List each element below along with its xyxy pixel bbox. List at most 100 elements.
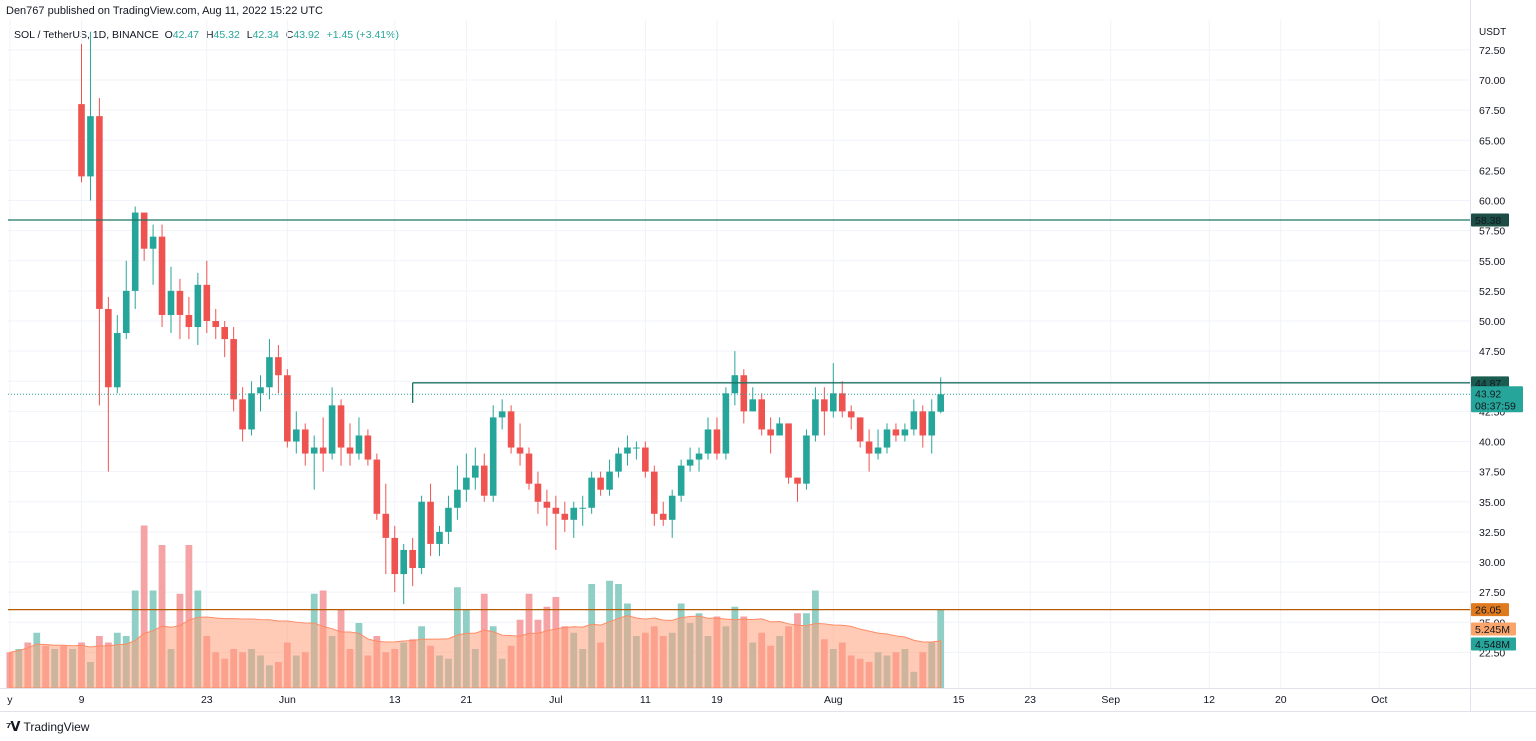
candle-body [480,465,488,496]
candle-body [677,465,685,496]
candle-body [597,477,604,490]
tag-volume-bg [1471,637,1516,651]
candle-body [454,489,461,508]
x-tick-label: 19 [711,694,723,706]
candle-body [167,290,175,315]
y-tick-label: 70.00 [1479,75,1505,87]
candle-body [588,477,595,508]
candle-body [418,501,425,569]
candle-body [722,393,730,454]
tag-26-05-bg [1471,603,1509,617]
close-value: 43.92 [293,29,320,41]
y-tick-label: 62.50 [1479,165,1505,177]
candles [78,31,944,605]
change-value: +1.45 (+3.41%) [326,29,399,41]
candle-body [310,447,318,454]
candle-body [525,453,533,484]
candle-body [704,429,712,454]
candle-body [194,284,202,328]
candle-body [713,429,721,454]
y-tick-label: 67.50 [1479,105,1505,117]
candle-body [651,471,658,514]
tag-58-38-bg [1471,213,1509,227]
candle-body [212,321,220,328]
x-tick-label: 23 [1024,694,1036,706]
candle-body [78,104,85,177]
brand-label: TradingView [23,720,90,734]
y-tick-label: 72.50 [1479,45,1505,57]
symbol-label[interactable]: SOL / TetherUS, 1D, BINANCE [14,29,159,41]
volume-bar [131,590,139,688]
candle-body [319,447,327,454]
candle-body [489,417,497,496]
last-price-tag: 43.92 [1475,388,1501,400]
x-tick-label: 21 [461,694,473,706]
y-tick-label: 37.50 [1479,467,1505,479]
candle-body [615,453,622,472]
y-tick-label: 60.00 [1479,196,1505,208]
candle-body [642,447,649,472]
y-tick-label: 55.00 [1479,256,1505,268]
time-axis: y 9 23 Jun 13 21 Jul 11 19 Aug 15 23 Sep 12 20 Oct [0,688,1536,712]
candle-body [830,393,837,412]
candle-body [391,537,399,575]
candle-body [803,435,810,484]
x-tick-label: y [7,694,13,706]
candle-body [131,212,139,291]
y-tick-label: 65.00 [1479,135,1505,147]
volume-ma-area [9,615,942,689]
candle-body [937,394,944,412]
candle-body [230,339,237,400]
published-caption: Den767 published on TradingView.com, Aug… [6,5,323,17]
countdown-tag: 08:37:59 [1475,400,1516,412]
tag-volume-ma-bg [1471,622,1516,636]
candle-body [400,549,407,575]
candle-body [149,236,157,249]
candle-body [185,314,193,328]
candle-body [248,393,255,430]
candle-body [328,405,336,454]
tag-26-05: 26.05 [1475,605,1501,617]
x-tick-label: 20 [1275,694,1287,706]
candle-body [579,507,586,509]
candle-body [794,477,801,484]
candle-body [928,411,936,436]
candle-body [409,549,416,569]
x-tick-label: Jul [549,694,562,706]
candle-body [266,357,273,388]
high-label: H [205,29,214,41]
x-tick-label: 9 [79,694,85,706]
candle-body [758,399,765,430]
y-tick-label: 57.50 [1479,226,1505,238]
candle-body [785,423,792,478]
candle-body [668,495,676,520]
candle-body [659,513,667,520]
tradingview-brand[interactable]: ⁷𝗩 TradingView [6,719,89,735]
candle-body [507,411,515,448]
x-tick-label: Sep [1101,694,1120,706]
x-tick-label: 15 [953,694,965,706]
candle-body [731,375,739,394]
candle-body [472,465,479,478]
x-tick-label: 13 [389,694,401,706]
candle-body [847,411,855,418]
candle-body [239,399,246,430]
candle-body [892,429,900,436]
volume-bar [140,525,148,688]
candle-body [686,459,694,466]
y-tick-label: 47.50 [1479,346,1505,358]
candle-body [176,290,184,315]
candle-body [355,435,363,454]
candle-body [346,447,354,454]
candle-body [364,435,372,460]
horizontal-lines [8,219,1470,611]
tradingview-logo-icon: ⁷𝗩 [6,719,20,734]
close-label: C [285,29,294,41]
candle-body [284,375,291,442]
candle-body [624,447,631,454]
y-tick-label: 27.50 [1479,587,1505,599]
candle-body [838,393,846,412]
low-label: L [246,29,253,41]
